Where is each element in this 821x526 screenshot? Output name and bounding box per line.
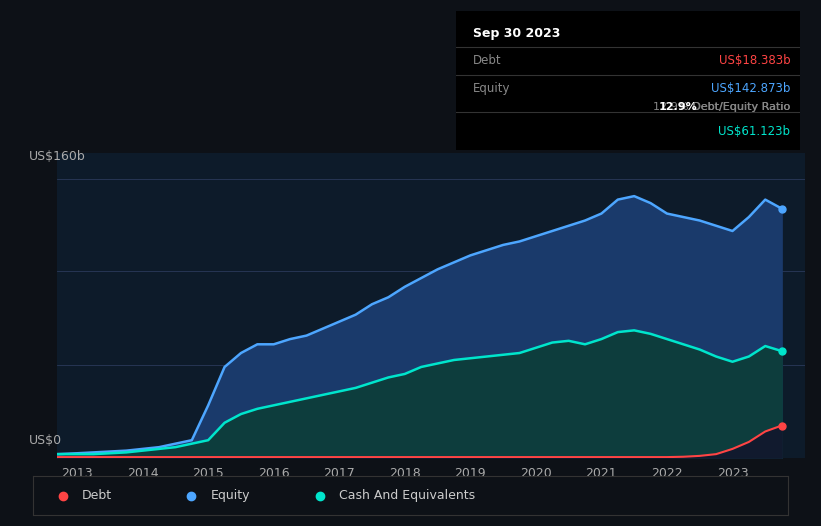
Text: US$0: US$0	[29, 434, 62, 448]
Text: Cash And Equivalents: Cash And Equivalents	[339, 489, 475, 502]
Text: US$18.383b: US$18.383b	[718, 54, 790, 67]
Text: Equity: Equity	[473, 82, 511, 95]
Text: US$142.873b: US$142.873b	[711, 82, 790, 95]
Text: Cash And Equivalents: Cash And Equivalents	[0, 525, 1, 526]
Text: 12.9% Debt/Equity Ratio: 12.9% Debt/Equity Ratio	[654, 102, 790, 112]
Text: Debt: Debt	[473, 54, 502, 67]
Text: 12.9%: 12.9%	[659, 102, 698, 112]
Text: US$61.123b: US$61.123b	[718, 125, 790, 138]
Text: Sep 30 2023: Sep 30 2023	[473, 27, 560, 41]
Text: US$160b: US$160b	[29, 150, 85, 164]
Text: 12.9%: 12.9%	[0, 525, 1, 526]
Text: Debt/Equity Ratio: Debt/Equity Ratio	[689, 102, 790, 112]
Text: Equity: Equity	[210, 489, 250, 502]
Text: Debt: Debt	[82, 489, 112, 502]
